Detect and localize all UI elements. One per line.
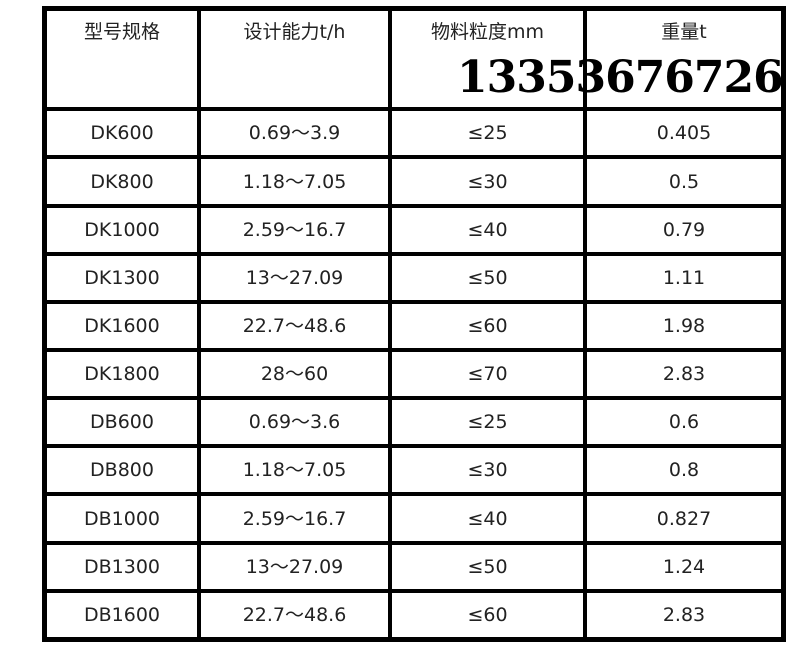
table-cell: DB1600	[47, 592, 197, 637]
table-row: DK600 0.69～3.9 ≤25 0.405	[47, 111, 781, 156]
table-cell: 13～27.09	[201, 255, 388, 300]
column-header: 物料粒度mm	[392, 11, 583, 108]
table-row: DB1600 22.7～48.6 ≤60 2.83	[47, 592, 781, 637]
table-cell: 1.18～7.05	[201, 159, 388, 204]
spec-table-container: 型号规格 设计能力t/h 物料粒度mm 重量t DK600 0.69～3.9 ≤25 0.40…	[42, 6, 786, 642]
table-cell: DK800	[47, 159, 197, 204]
table-row: DK1600 22.7～48.6 ≤60 1.98	[47, 303, 781, 349]
table-row: DB600 0.69～3.6 ≤25 0.6	[47, 400, 781, 445]
column-header: 型号规格	[47, 11, 197, 108]
table-cell: 2.83	[587, 592, 781, 637]
table-cell: 1.98	[587, 303, 781, 349]
table-cell: ≤25	[392, 400, 583, 445]
table-row: DB1300 13～27.09 ≤50 1.24	[47, 544, 781, 589]
table-cell: 1.24	[587, 544, 781, 589]
table-cell: ≤25	[392, 111, 583, 156]
header-row: 型号规格 设计能力t/h 物料粒度mm 重量t	[47, 11, 781, 108]
table-row: DK800 1.18～7.05 ≤30 0.5	[47, 159, 781, 204]
table-cell: 0.405	[587, 111, 781, 156]
table-cell: 0.6	[587, 400, 781, 445]
table-cell: DB800	[47, 448, 197, 493]
table-cell: 0.8	[587, 448, 781, 493]
table-cell: 2.59～16.7	[201, 207, 388, 252]
table-cell: DK1000	[47, 207, 197, 252]
table-cell: 22.7～48.6	[201, 592, 388, 637]
table-cell: 0.79	[587, 207, 781, 252]
table-row: DK1300 13～27.09 ≤50 1.11	[47, 255, 781, 300]
table-cell: DK1800	[47, 352, 197, 397]
column-header: 设计能力t/h	[201, 11, 388, 108]
table-cell: ≤40	[392, 207, 583, 252]
table-cell: ≤60	[392, 592, 583, 637]
table-cell: DB600	[47, 400, 197, 445]
table-row: DK1800 28～60 ≤70 2.83	[47, 352, 781, 397]
column-header: 重量t	[587, 11, 781, 108]
table-cell: ≤30	[392, 448, 583, 493]
table-cell: 28～60	[201, 352, 388, 397]
table-cell: DK1600	[47, 303, 197, 349]
table-cell: DK1300	[47, 255, 197, 300]
table-cell: 0.69～3.9	[201, 111, 388, 156]
table-cell: ≤40	[392, 496, 583, 541]
table-cell: ≤70	[392, 352, 583, 397]
table-row: DB1000 2.59～16.7 ≤40 0.827	[47, 496, 781, 541]
table-row: DK1000 2.59～16.7 ≤40 0.79	[47, 207, 781, 252]
table-cell: 1.18～7.05	[201, 448, 388, 493]
table-cell: 2.59～16.7	[201, 496, 388, 541]
table-cell: DB1300	[47, 544, 197, 589]
table-cell: 0.5	[587, 159, 781, 204]
table-cell: DK600	[47, 111, 197, 156]
table-row: DB800 1.18～7.05 ≤30 0.8	[47, 448, 781, 493]
table-cell: ≤50	[392, 544, 583, 589]
table-cell: 22.7～48.6	[201, 303, 388, 349]
table-cell: DB1000	[47, 496, 197, 541]
table-cell: 0.827	[587, 496, 781, 541]
table-cell: ≤50	[392, 255, 583, 300]
table-cell: 2.83	[587, 352, 781, 397]
spec-table: 型号规格 设计能力t/h 物料粒度mm 重量t DK600 0.69～3.9 ≤25 0.40…	[43, 7, 785, 641]
table-cell: 13～27.09	[201, 544, 388, 589]
table-cell: 0.69～3.6	[201, 400, 388, 445]
table-cell: 1.11	[587, 255, 781, 300]
table-cell: ≤60	[392, 303, 583, 349]
table-cell: ≤30	[392, 159, 583, 204]
